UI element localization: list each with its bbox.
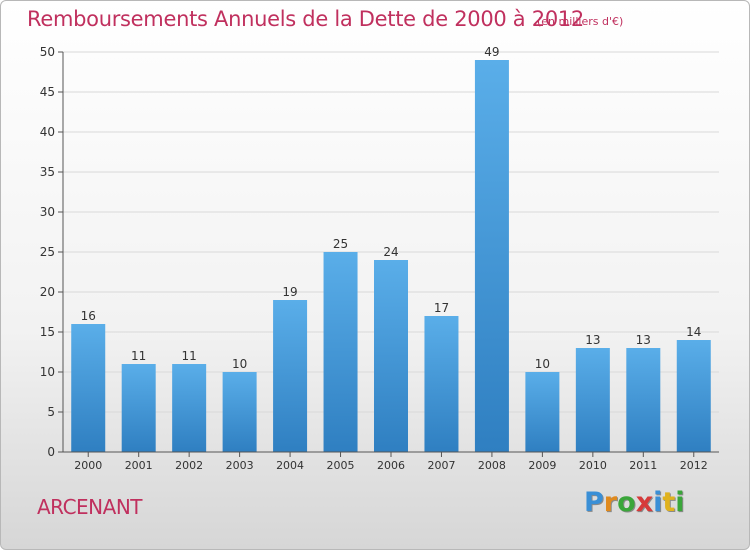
bar-value-label: 49 bbox=[484, 45, 499, 59]
bar-value-label: 24 bbox=[383, 245, 398, 259]
bar-value-label: 11 bbox=[182, 349, 197, 363]
x-tick-label: 2005 bbox=[327, 459, 355, 472]
proxiti-logo: Proxiti bbox=[584, 487, 685, 518]
x-tick-label: 2002 bbox=[175, 459, 203, 472]
bar-value-label: 17 bbox=[434, 301, 449, 315]
y-tick-label: 30 bbox=[40, 205, 55, 219]
bar bbox=[676, 340, 711, 452]
bar bbox=[172, 364, 207, 452]
commune-name: ARCENANT bbox=[37, 495, 143, 519]
bar-value-label: 19 bbox=[282, 285, 297, 299]
bar bbox=[323, 252, 358, 452]
axis-layer: 0 5 10 15 20 25 30 35 40 45 50 2000 2001 2002 2003 2004… bbox=[40, 45, 719, 472]
x-tick-label: 2008 bbox=[478, 459, 506, 472]
bar bbox=[575, 348, 610, 452]
y-tick-label: 25 bbox=[40, 245, 55, 259]
logo-letter: o bbox=[617, 487, 636, 518]
bar bbox=[222, 372, 257, 452]
y-tick-label: 35 bbox=[40, 165, 55, 179]
bar bbox=[626, 348, 661, 452]
logo-letter: i bbox=[675, 487, 685, 518]
logo-letter: i bbox=[653, 487, 663, 518]
x-tick-label: 2003 bbox=[226, 459, 254, 472]
x-tick-label: 2006 bbox=[377, 459, 405, 472]
bar-value-label: 16 bbox=[81, 309, 96, 323]
x-tick-label: 2004 bbox=[276, 459, 304, 472]
bar bbox=[374, 260, 408, 452]
bar-value-label: 10 bbox=[535, 357, 550, 371]
chart-title: Remboursements Annuels de la Dette de 20… bbox=[27, 7, 584, 31]
bar-value-label: 25 bbox=[333, 237, 348, 251]
bar bbox=[71, 324, 106, 452]
y-tick-label: 15 bbox=[40, 325, 55, 339]
x-tick-label: 2010 bbox=[579, 459, 607, 472]
y-tick-label: 40 bbox=[40, 125, 55, 139]
bar bbox=[474, 60, 509, 452]
bar-value-label: 14 bbox=[686, 325, 701, 339]
y-tick-label: 45 bbox=[40, 85, 55, 99]
logo-letter: x bbox=[635, 487, 654, 518]
logo-letter: P bbox=[584, 487, 604, 518]
bar bbox=[424, 316, 459, 452]
bar bbox=[273, 300, 308, 452]
logo-letter: t bbox=[662, 487, 676, 518]
bar-value-label: 13 bbox=[636, 333, 651, 347]
unit-note: (en milliers d'€) bbox=[537, 15, 624, 28]
bar bbox=[121, 364, 156, 452]
logo-letter: r bbox=[603, 487, 618, 518]
y-tick-label: 20 bbox=[40, 285, 55, 299]
x-tick-label: 2012 bbox=[680, 459, 708, 472]
bar-value-label: 13 bbox=[585, 333, 600, 347]
bar bbox=[525, 372, 560, 452]
x-tick-label: 2000 bbox=[74, 459, 102, 472]
x-tick-label: 2007 bbox=[427, 459, 455, 472]
x-tick-label: 2001 bbox=[125, 459, 153, 472]
y-tick-label: 5 bbox=[47, 405, 55, 419]
y-tick-label: 10 bbox=[40, 365, 55, 379]
y-tick-label: 50 bbox=[40, 45, 55, 59]
bar-value-label: 11 bbox=[131, 349, 146, 363]
y-tick-label: 0 bbox=[47, 445, 55, 459]
x-tick-label: 2009 bbox=[528, 459, 556, 472]
bar-value-label: 10 bbox=[232, 357, 247, 371]
bar-layer: 16 11 11 10 19 25 24 17 49 10 13 13 14 bbox=[71, 45, 711, 452]
x-tick-label: 2011 bbox=[629, 459, 657, 472]
